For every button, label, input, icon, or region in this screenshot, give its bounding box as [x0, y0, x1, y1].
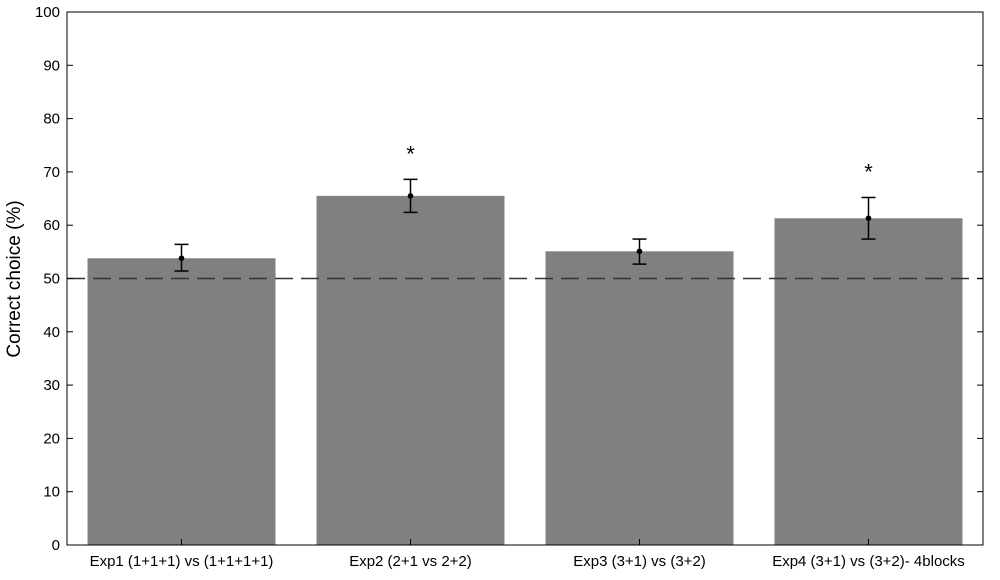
error-bars-layer: **: [174, 141, 876, 272]
bar-1: [87, 258, 276, 545]
x-tick-label-4: Exp4 (3+1) vs (3+2)- 4blocks: [772, 553, 965, 570]
y-tick-label-50: 50: [43, 271, 60, 288]
y-tick-label-30: 30: [43, 377, 60, 394]
y-tick-label-90: 90: [43, 57, 60, 74]
y-tick-label-80: 80: [43, 111, 60, 128]
significance-marker-2: *: [406, 141, 415, 166]
mean-point-1: [178, 255, 185, 262]
y-tick-label-60: 60: [43, 217, 60, 234]
mean-point-2: [407, 193, 414, 199]
bars-layer: [87, 195, 963, 545]
y-tick-label-10: 10: [43, 484, 60, 501]
x-tick-label-3: Exp3 (3+1) vs (3+2): [573, 553, 706, 570]
y-tick-label-70: 70: [43, 164, 60, 181]
x-tick-label-1: Exp1 (1+1+1) vs (1+1+1+1): [90, 553, 274, 570]
bar-4: [774, 218, 963, 545]
x-tick-label-2: Exp2 (2+1 vs 2+2): [349, 553, 472, 570]
bar-3: [545, 251, 734, 545]
mean-point-4: [865, 215, 872, 222]
y-tick-label-0: 0: [52, 537, 60, 554]
y-axis-label: Correct choice (%): [4, 200, 25, 357]
x-ticks-layer: Exp1 (1+1+1) vs (1+1+1+1) Exp2 (2+1 vs 2+…: [90, 539, 965, 570]
y-tick-label-20: 20: [43, 430, 60, 447]
y-ticks-layer: 0 10 20 30 40 50 60 70 80 90 100: [35, 4, 983, 554]
y-tick-label-40: 40: [43, 324, 60, 341]
mean-point-3: [636, 248, 643, 255]
y-tick-label-100: 100: [35, 4, 60, 21]
significance-marker-4: *: [864, 159, 873, 184]
bar-2: [316, 195, 505, 545]
